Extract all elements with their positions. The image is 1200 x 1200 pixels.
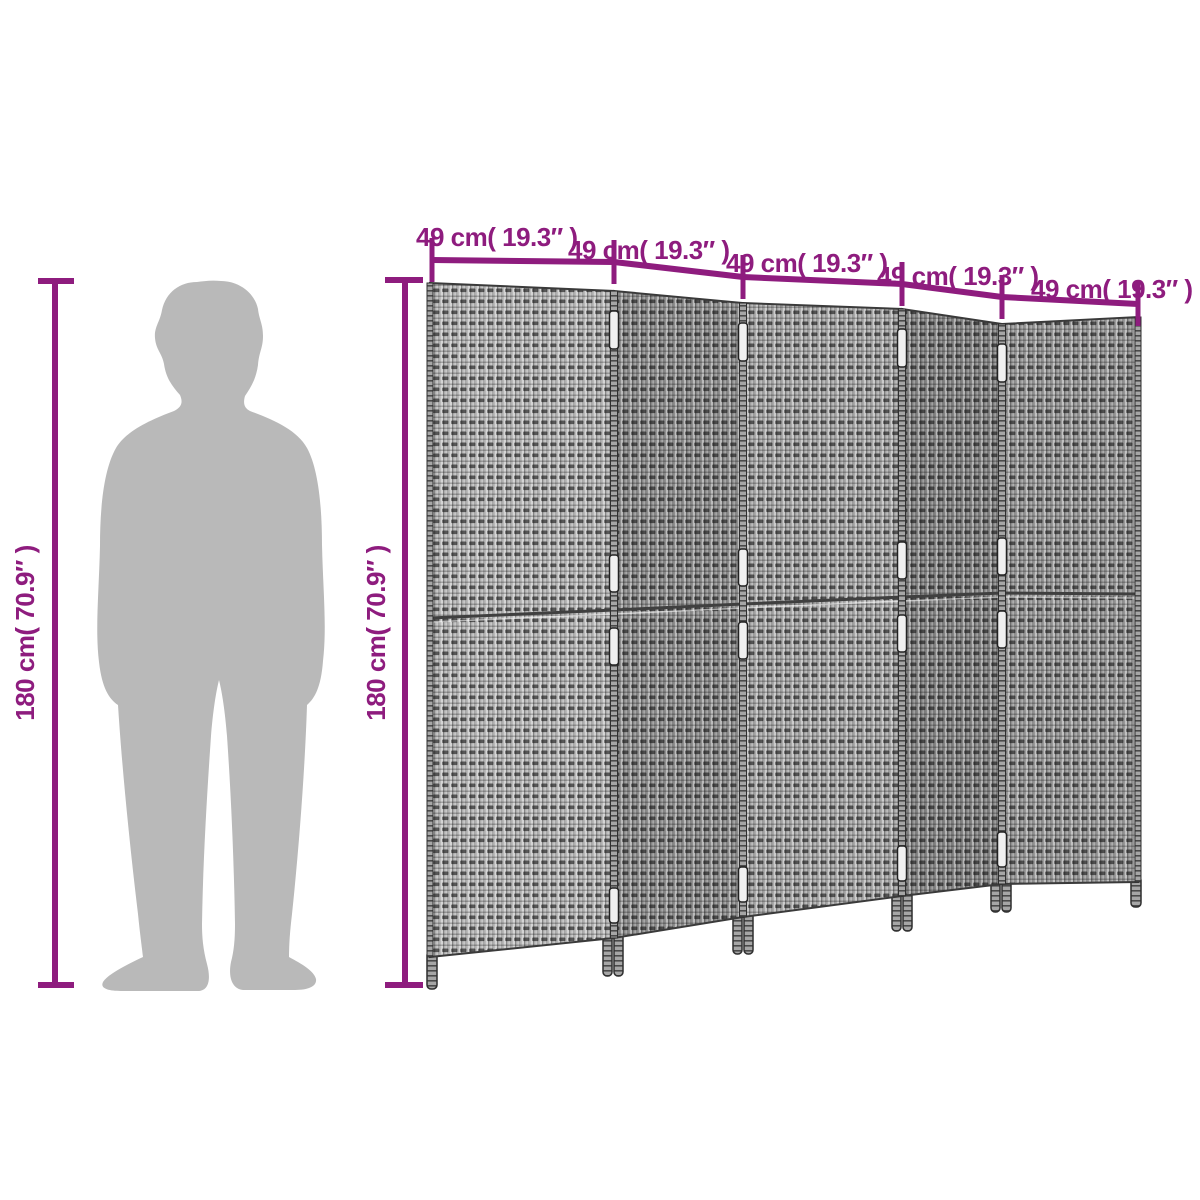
divider-mid-seam-highlight	[429, 596, 1139, 623]
hinge	[896, 614, 908, 653]
panel-width-label-2: 49 cm( 19.3″ )	[568, 235, 730, 265]
room-divider	[426, 281, 1142, 990]
divider-panel-5	[1001, 315, 1139, 886]
junction-post	[998, 323, 1006, 885]
hinge	[996, 610, 1008, 649]
panel-width-label-1: 49 cm( 19.3″ )	[416, 222, 578, 252]
junction-post	[739, 302, 747, 918]
hinge	[608, 554, 620, 593]
divider-panel-3	[742, 301, 903, 919]
divider-height-dimension: 180 cm( 70.9″ )	[361, 277, 423, 988]
panel-width-label-4: 49 cm( 19.3″ )	[877, 261, 1039, 291]
hinge	[996, 537, 1008, 576]
divider-posts	[426, 282, 1142, 958]
edge-post-right	[1134, 316, 1142, 883]
divider-hinges	[608, 310, 1008, 924]
hinge	[996, 343, 1008, 383]
person-height-label: 180 cm( 70.9″ )	[10, 545, 40, 721]
panel-width-label-3: 49 cm( 19.3″ )	[726, 248, 888, 278]
hinge	[737, 322, 749, 362]
hinge	[996, 831, 1008, 868]
edge-post-left	[426, 282, 434, 958]
hinge	[896, 845, 908, 882]
hinge	[737, 621, 749, 660]
divider-width-dimension: 49 cm( 19.3″ ) 49 cm( 19.3″ ) 49 cm( 19.…	[416, 222, 1193, 326]
divider-panels	[429, 281, 1139, 959]
person-silhouette	[97, 280, 325, 991]
person-height-dimension: 180 cm( 70.9″ )	[10, 278, 74, 988]
divider-panel-4	[901, 307, 1003, 898]
divider-panel-1	[429, 281, 615, 959]
hinge	[737, 548, 749, 587]
divider-height-label: 180 cm( 70.9″ )	[361, 545, 391, 721]
divider-feet	[426, 875, 1142, 990]
hinge	[896, 541, 908, 580]
hinge	[737, 866, 749, 903]
divider-panel-2	[613, 289, 744, 940]
panel-width-label-5: 49 cm( 19.3″ )	[1031, 274, 1193, 304]
divider-mid-seam	[429, 591, 1139, 620]
junction-post	[610, 290, 618, 939]
junction-post	[898, 308, 906, 897]
dimension-polyline	[431, 257, 1139, 307]
hinge	[896, 328, 908, 368]
person-silhouette-shape	[97, 280, 325, 991]
hinge	[608, 887, 620, 924]
hinge	[608, 310, 620, 350]
hinge	[608, 627, 620, 666]
